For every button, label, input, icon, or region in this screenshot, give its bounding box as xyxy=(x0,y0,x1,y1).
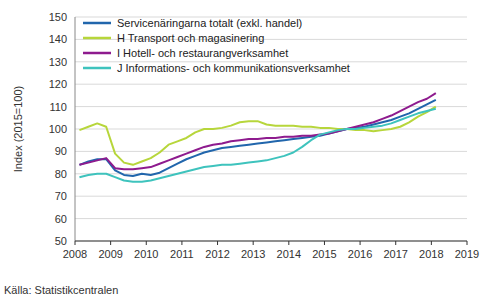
x-tick xyxy=(181,241,182,245)
series-line xyxy=(79,109,435,182)
y-tick-label: 50 xyxy=(55,235,67,247)
source: Källa: Statistikcentralen xyxy=(4,284,118,296)
series-line xyxy=(79,100,435,176)
x-tick-label: 2019 xyxy=(455,248,479,260)
y-tick-label: 110 xyxy=(49,101,67,113)
y-tick-label: 60 xyxy=(55,213,67,225)
x-tick-label: 2014 xyxy=(277,248,301,260)
chart: 50 60 70 80 90 100 110 120 130 140 150 2008 2009 2010… xyxy=(0,0,493,304)
x-tick-label: 2017 xyxy=(383,248,407,260)
legend-label: I Hotell- och restaurangverksamhet xyxy=(117,47,288,59)
x-tick-label: 2016 xyxy=(348,248,372,260)
plot-lines xyxy=(79,93,435,181)
x-tick xyxy=(75,241,76,245)
grid-line xyxy=(75,84,467,85)
x-tick-label: 2011 xyxy=(170,248,194,260)
y-tick-label: 100 xyxy=(49,123,67,135)
legend-label: H Transport och magasinering xyxy=(117,32,264,44)
grid-line xyxy=(75,151,467,152)
x-tick-label: 2008 xyxy=(63,248,87,260)
x-tick-label: 2015 xyxy=(312,248,336,260)
y-tick-label: 120 xyxy=(49,78,67,90)
x-tick-label: 2010 xyxy=(134,248,158,260)
grid-line xyxy=(75,218,467,219)
y-tick-label: 80 xyxy=(55,168,67,180)
grid-line xyxy=(75,196,467,197)
x-tick xyxy=(467,241,468,245)
x-tick xyxy=(253,241,254,245)
legend-label: Servicenäringarna totalt (exkl. handel) xyxy=(117,17,302,29)
y-axis-label: Index (2015=100) xyxy=(12,86,24,173)
series-line xyxy=(79,107,435,165)
x-axis xyxy=(75,241,467,242)
grid-line xyxy=(75,241,467,242)
y-axis xyxy=(75,17,76,241)
x-tick xyxy=(217,241,218,245)
legend-swatch xyxy=(83,37,111,40)
x-tick-label: 2009 xyxy=(98,248,122,260)
y-tick-label: 140 xyxy=(49,33,67,45)
legend-swatch xyxy=(83,22,111,25)
x-tick xyxy=(110,241,111,245)
legend-swatch xyxy=(83,67,111,70)
legend-label: J Informations- och kommunikationsverksa… xyxy=(117,62,350,74)
x-tick-label: 2018 xyxy=(419,248,443,260)
x-tick xyxy=(146,241,147,245)
x-tick xyxy=(288,241,289,245)
legend-swatch xyxy=(83,52,111,55)
grid-line xyxy=(75,129,467,130)
x-tick-label: 2013 xyxy=(241,248,265,260)
x-tick xyxy=(431,241,432,245)
x-tick xyxy=(395,241,396,245)
y-tick-label: 130 xyxy=(49,56,67,68)
y-tick-label: 90 xyxy=(55,145,67,157)
x-tick xyxy=(324,241,325,245)
x-tick xyxy=(360,241,361,245)
grid-line xyxy=(75,173,467,174)
y-tick-label: 70 xyxy=(55,190,67,202)
series-line xyxy=(79,93,435,169)
y-tick-label: 150 xyxy=(49,11,67,23)
x-tick-label: 2012 xyxy=(205,248,229,260)
